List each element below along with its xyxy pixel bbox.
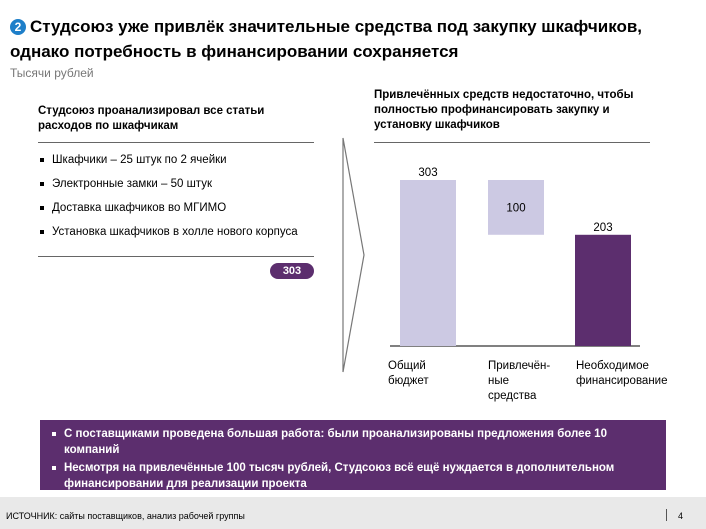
data-label: 100 [506, 202, 525, 214]
bar-total [400, 180, 456, 346]
takeaway-item: Несмотря на привлечённые 100 тысяч рубле… [52, 460, 654, 492]
footer-separator [666, 509, 667, 521]
units-subtitle: Тысячи рублей [10, 66, 94, 80]
cost-item: Электронные замки – 50 штук [38, 177, 314, 191]
category-label-raised: Привлечён- ные средства [488, 359, 568, 404]
cost-item: Доставка шкафчиков во МГИМО [38, 201, 314, 215]
source-note: ИСТОЧНИК: сайты поставщиков, анализ рабо… [6, 511, 245, 521]
category-label-line: средства [488, 390, 537, 402]
left-panel-heading: Студсоюз проанализировал все статьи расх… [38, 105, 265, 132]
category-label-required: Необходимое финансирование [576, 359, 696, 389]
right-panel-heading: Привлечённых средств недостаточно, чтобы… [374, 89, 634, 131]
category-label-line: Необходимое [576, 360, 649, 372]
bar-raised [488, 180, 544, 235]
waterfall-chart: 303 100 203 [390, 167, 640, 347]
page-title: Студсоюз уже привлёк значительные средст… [10, 14, 690, 64]
category-label-line: ные [488, 375, 510, 387]
takeaways-list: С поставщиками проведена большая работа:… [52, 426, 654, 492]
chevron-arrow-icon [342, 137, 365, 373]
data-label: 203 [593, 222, 612, 234]
total-badge: 303 [270, 263, 314, 279]
cost-items-list: Шкафчики – 25 штук по 2 ячейки Электронн… [38, 153, 314, 249]
category-label-line: финансирование [576, 375, 668, 387]
page-number: 4 [678, 511, 684, 521]
bar-required [575, 234, 631, 346]
takeaway-item: С поставщиками проведена большая работа:… [52, 426, 654, 458]
category-label-line: бюджет [388, 375, 429, 387]
left-list-divider [38, 256, 314, 257]
data-label: 303 [418, 167, 437, 179]
right-heading-divider [374, 142, 650, 143]
footer: ИСТОЧНИК: сайты поставщиков, анализ рабо… [0, 497, 706, 529]
left-heading-divider [38, 142, 314, 143]
category-label-line: Общий [388, 360, 426, 372]
cost-item: Шкафчики – 25 штук по 2 ячейки [38, 153, 314, 167]
section-number-badge: 2 [10, 19, 26, 35]
category-label-line: Привлечён- [488, 360, 551, 372]
page-title-text: Студсоюз уже привлёк значительные средст… [10, 17, 643, 61]
category-label-total: Общий бюджет [388, 359, 468, 389]
key-takeaways-box: С поставщиками проведена большая работа:… [40, 420, 666, 490]
cost-item: Установка шкафчиков в холле нового корпу… [38, 225, 314, 239]
